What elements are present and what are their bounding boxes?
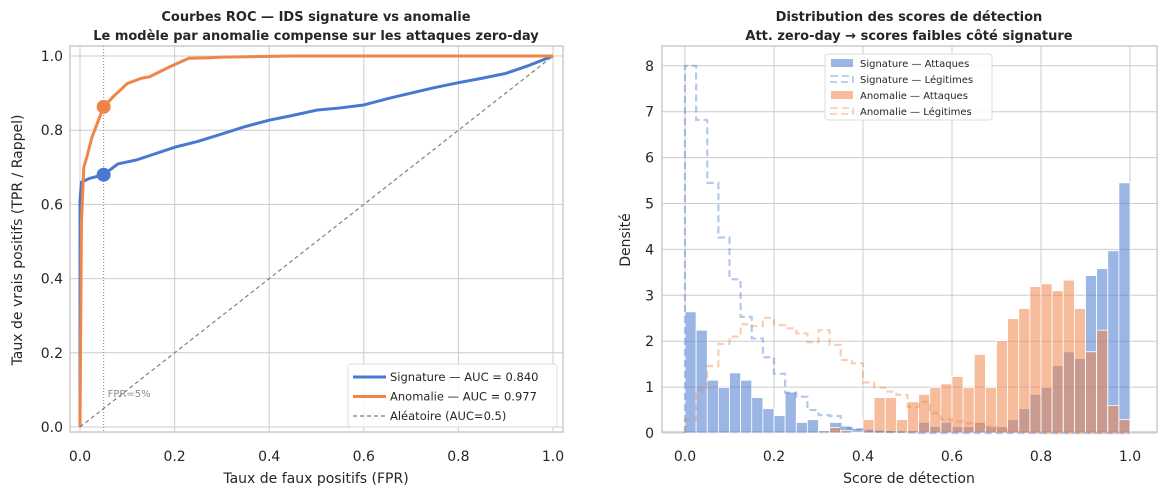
x-tick-label: 0.6 (941, 449, 963, 465)
y-tick-label: 0.2 (41, 346, 63, 362)
hist-bar-signature-attaques (806, 419, 819, 434)
x-tick-label: 0.0 (69, 449, 91, 465)
hist-bar-anomalie-attaques (1118, 419, 1131, 434)
hist-bar-signature-attaques (762, 408, 775, 434)
legend-label: Aléatoire (AUC=0.5) (390, 409, 506, 423)
hist-bar-anomalie-attaques (1018, 308, 1031, 434)
hist-bar-signature-attaques (717, 387, 730, 434)
x-tick-label: 0.2 (763, 449, 785, 465)
hist-bar-anomalie-attaques (1029, 286, 1042, 434)
legend-label: Anomalie — Attaques (860, 91, 968, 102)
roc-curve-anomalie (78, 54, 553, 428)
roc-ylabel: Taux de vrais positifs (TPR / Rappel) (10, 115, 26, 367)
y-tick-label: 8 (645, 59, 654, 75)
legend-label: Signature — AUC = 0.840 (390, 370, 538, 384)
y-tick-label: 0.4 (41, 272, 63, 288)
operating-point-signature (96, 167, 111, 182)
y-tick-label: 1 (645, 380, 654, 396)
hist-bar-anomalie-attaques (851, 431, 864, 434)
x-tick-label: 0.6 (353, 449, 375, 465)
y-tick-label: 0.6 (41, 197, 63, 213)
roc-grid (70, 46, 563, 432)
y-tick-label: 2 (645, 334, 654, 350)
hist-bar-anomalie-attaques (1107, 405, 1120, 434)
y-tick-label: 1.0 (41, 49, 63, 65)
roc-frame (69, 45, 564, 433)
legend-swatch-step (830, 107, 854, 115)
roc-panel: Courbes ROC — IDS signature vs anomalie … (10, 10, 564, 487)
hist-step-signature-legitimes (683, 64, 1130, 435)
x-tick-label: 0.4 (852, 449, 874, 465)
legend-label: Signature — Légitimes (860, 74, 973, 86)
operating-point-anomalie (96, 99, 111, 114)
y-tick-label: 0.0 (41, 420, 63, 436)
hist-bar-anomalie-attaques (951, 376, 964, 434)
y-tick-label: 7 (645, 105, 654, 121)
hist-bar-signature-attaques (773, 415, 786, 434)
legend-swatch-bar (831, 91, 853, 99)
hist-bar-anomalie-attaques (996, 340, 1009, 434)
hist-step-anomalie-legitimes (683, 316, 1130, 435)
hist-bar-anomalie-attaques (1051, 290, 1064, 434)
hist-title-line2: Att. zero-day → scores faibles côté sign… (745, 29, 1072, 44)
legend-swatch-step (830, 75, 854, 83)
hist-title-line1: Distribution des scores de détection (776, 10, 1043, 25)
hist-bar-anomalie-attaques (840, 430, 853, 434)
hist-bar-signature-attaques (1118, 182, 1131, 434)
hist-bar-signature-attaques (751, 397, 764, 434)
legend-label: Anomalie — AUC = 0.977 (390, 390, 537, 404)
hist-bar-anomalie-attaques (1062, 279, 1075, 434)
hist-bar-signature-attaques (818, 430, 831, 434)
x-tick-label: 0.8 (1030, 449, 1052, 465)
x-tick-label: 0.0 (674, 449, 696, 465)
hist-bar-signature-attaques (795, 422, 808, 434)
fpr-5-annotation: FPR=5% (108, 389, 151, 400)
y-tick-label: 0.8 (41, 123, 63, 139)
hist-bar-signature-attaques (784, 391, 797, 434)
hist-bar-anomalie-attaques (873, 397, 886, 434)
hist-bar-signature-attaques (740, 379, 753, 434)
y-tick-label: 3 (645, 288, 654, 304)
roc-legend: Signature — AUC = 0.840 Anomalie — AUC = … (347, 363, 558, 428)
hist-bar-anomalie-attaques (1096, 329, 1109, 434)
x-tick-label: 0.2 (163, 449, 185, 465)
histogram-panel: Distribution des scores de détection Att… (618, 10, 1158, 487)
hist-bar-anomalie-attaques (940, 383, 953, 434)
hist-bar-anomalie-attaques (829, 427, 842, 434)
hist-bar-anomalie-attaques (884, 397, 897, 434)
hist-bar-signature-attaques (695, 329, 708, 434)
hist-legend: Signature — Attaques Signature — Légitime… (824, 53, 993, 121)
roc-curve-random (79, 55, 554, 428)
hist-xlabel: Score de détection (843, 471, 975, 487)
roc-xlabel: Taux de faux positifs (FPR) (222, 471, 408, 487)
roc-title-line1: Courbes ROC — IDS signature vs anomalie (161, 10, 470, 25)
hist-bar-anomalie-attaques (1040, 283, 1053, 434)
hist-ylabel: Densité (618, 213, 634, 267)
hist-bar-signature-attaques (684, 311, 697, 434)
legend-swatch-bar (831, 59, 853, 67)
hist-bar-signature-attaques (706, 379, 719, 434)
hist-bar-anomalie-attaques (1085, 351, 1098, 434)
legend-box (347, 363, 558, 428)
y-tick-label: 6 (645, 151, 654, 167)
x-tick-label: 1.0 (542, 449, 564, 465)
hist-bar-anomalie-attaques (973, 354, 986, 434)
x-tick-label: 1.0 (1119, 449, 1141, 465)
y-tick-label: 4 (645, 242, 654, 258)
hist-bar-anomalie-attaques (962, 387, 975, 434)
hist-bar-signature-attaques (729, 372, 742, 434)
legend-box (824, 53, 993, 121)
y-tick-label: 0 (645, 426, 654, 442)
legend-label: Signature — Attaques (860, 59, 969, 70)
hist-bar-anomalie-attaques (929, 387, 942, 434)
hist-bar-anomalie-attaques (1073, 308, 1086, 434)
x-tick-label: 0.4 (258, 449, 280, 465)
x-tick-label: 0.8 (447, 449, 469, 465)
y-tick-label: 5 (645, 197, 654, 213)
roc-title-line2: Le modèle par anomalie compense sur les … (93, 29, 539, 44)
hist-bar-anomalie-attaques (918, 394, 931, 434)
legend-label: Anomalie — Légitimes (860, 106, 972, 118)
hist-bar-anomalie-attaques (1007, 318, 1020, 434)
